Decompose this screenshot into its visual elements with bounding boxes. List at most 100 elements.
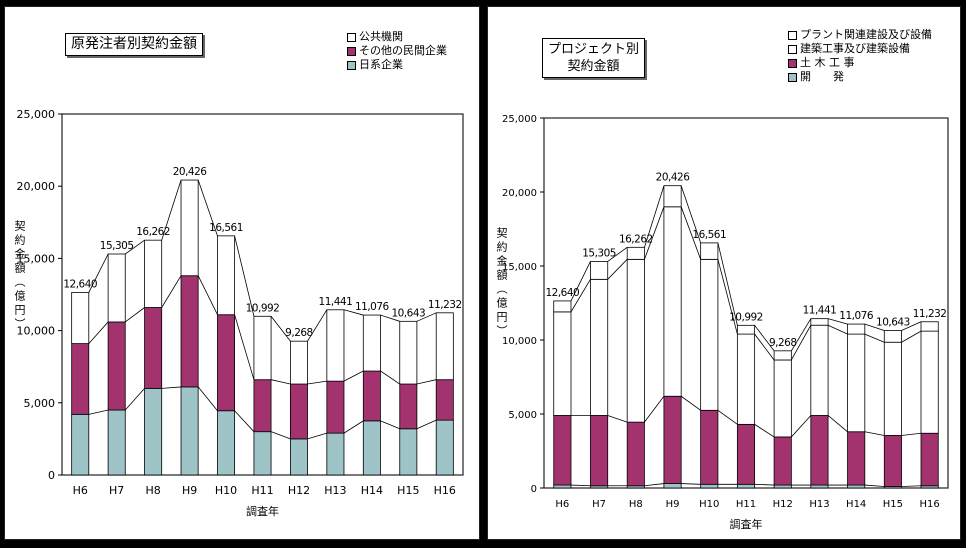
series-connector-line (343, 309, 364, 316)
y-tick-label: 20,000 (17, 180, 56, 193)
x-tick-label: H11 (251, 484, 273, 497)
bar-segment-土木工事 (810, 415, 829, 486)
series-connector-line (827, 324, 848, 335)
bar-segment-公共機関 (107, 253, 126, 323)
bar-segment-プラント関連建設及び設備 (590, 261, 609, 280)
legend-swatch (347, 60, 356, 70)
series-connector-line (717, 242, 738, 326)
x-tick-label: H6 (555, 499, 569, 510)
bar-segment-公共機関 (217, 235, 236, 316)
bar-segment-その他の民間企業 (71, 343, 90, 415)
y-axis-label: 契約金額︵億円︶ (497, 225, 508, 337)
total-label: 12,640 (63, 278, 97, 290)
series-connector-line (607, 415, 628, 423)
bar-segment-建築工事及び建築設備 (590, 278, 609, 416)
legend-label: その他の民間企業 (359, 44, 447, 57)
bar-segment-日系企業 (180, 386, 199, 476)
bar-segment-その他の民間企業 (217, 314, 236, 412)
series-connector-line (343, 420, 364, 434)
series-connector-line (864, 484, 885, 487)
series-connector-line (791, 415, 812, 438)
x-tick-label: H10 (215, 484, 237, 497)
total-label: 11,441 (319, 296, 353, 308)
bar-segment-土木工事 (847, 431, 866, 486)
total-label: 15,305 (100, 240, 134, 252)
bar-segment-建築工事及び建築設備 (920, 330, 939, 434)
series-connector-line (88, 321, 109, 344)
bar-segment-プラント関連建設及び設備 (920, 321, 939, 332)
bar-segment-土木工事 (700, 409, 719, 485)
x-tick-label: H8 (629, 499, 643, 510)
legend-label: 土 木 工 事 (800, 56, 855, 69)
x-tick-label: H13 (809, 499, 829, 510)
bar-segment-その他の民間企業 (362, 370, 381, 422)
legend-label: 建築工事及び建築設備 (800, 42, 910, 55)
x-tick-label: H12 (773, 499, 793, 510)
series-connector-line (570, 261, 591, 302)
bar-segment-その他の民間企業 (144, 307, 163, 389)
total-label: 16,262 (619, 233, 653, 245)
bar-segment-土木工事 (736, 423, 756, 485)
series-connector-line (680, 395, 701, 411)
bar-segment-日系企業 (326, 432, 345, 476)
series-connector-line (234, 314, 255, 380)
chart-panel-client: 0 5,000 10,000 15,000 20,000 25,000 12,640 15,3… (4, 6, 480, 540)
total-label: 11,076 (839, 310, 874, 322)
bar-segment-建築工事及び建築設備 (736, 333, 756, 425)
series-connector-line (644, 185, 665, 248)
total-label: 9,268 (769, 337, 797, 349)
bar-segment-プラント関連建設及び設備 (810, 318, 829, 326)
bar-segment-開発 (663, 483, 682, 489)
total-label: 12,640 (545, 287, 579, 299)
x-tick-label: H6 (73, 484, 88, 497)
series-connector-line (380, 420, 400, 430)
chart-panel-project: 0 5,000 10,000 15,000 20,000 25,000 12,640 15,3… (487, 6, 961, 540)
bar-segment-建築工事及び建築設備 (700, 258, 719, 411)
legend: 公共機関 その他の民間企業 日系企業 (347, 30, 447, 72)
bar-segment-土木工事 (920, 432, 939, 487)
x-axis-label: 調査年 (246, 504, 279, 518)
series-connector-line (125, 239, 145, 255)
bar-segment-公共機関 (289, 340, 308, 385)
series-connector-line (307, 309, 328, 342)
legend-label: 開 発 (800, 70, 844, 83)
bar-segment-土木工事 (883, 435, 902, 487)
bar-segment-日系企業 (253, 431, 272, 476)
legend-label: 日系企業 (359, 58, 403, 71)
bar-segment-建築工事及び建築設備 (883, 341, 902, 436)
series-connector-line (307, 380, 327, 385)
x-tick-label: H9 (666, 499, 680, 510)
series-connector-line (88, 253, 109, 293)
total-label: 11,232 (913, 308, 947, 320)
series-connector-line (416, 419, 437, 430)
total-label: 20,426 (173, 166, 208, 178)
series-connector-line (343, 370, 364, 382)
legend-swatch (347, 32, 356, 42)
total-label: 10,643 (391, 307, 425, 319)
series-connector-line (380, 314, 400, 322)
legend-item: その他の民間企業 (347, 44, 447, 58)
bar-segment-建築工事及び建築設備 (553, 311, 572, 416)
series-connector-line (124, 388, 145, 411)
bar-segment-プラント関連建設及び設備 (883, 330, 902, 343)
legend: プラント関連建設及び設備 建築工事及び建築設備土 木 工 事開 発 (788, 28, 932, 84)
y-tick-label: 0 (48, 469, 55, 482)
bar-segment-日系企業 (362, 420, 381, 476)
x-tick-label: H15 (397, 484, 419, 497)
series-connector-line (864, 323, 885, 331)
series-connector-line (754, 483, 775, 486)
series-connector-line (827, 318, 848, 325)
legend-swatch (788, 58, 797, 68)
bar-segment-公共機関 (362, 314, 381, 372)
total-label: 11,441 (803, 305, 837, 317)
series-connector-line (416, 379, 437, 385)
bar-segment-建築工事及び建築設備 (663, 206, 682, 397)
legend-swatch (788, 72, 797, 82)
series-connector-line (161, 179, 182, 241)
total-label: 11,076 (355, 301, 390, 313)
series-connector-line (680, 206, 702, 260)
series-connector-line (416, 312, 437, 322)
series-connector-line (197, 386, 218, 411)
total-label: 10,992 (729, 311, 763, 323)
bar-segment-プラント関連建設及び設備 (736, 324, 756, 335)
